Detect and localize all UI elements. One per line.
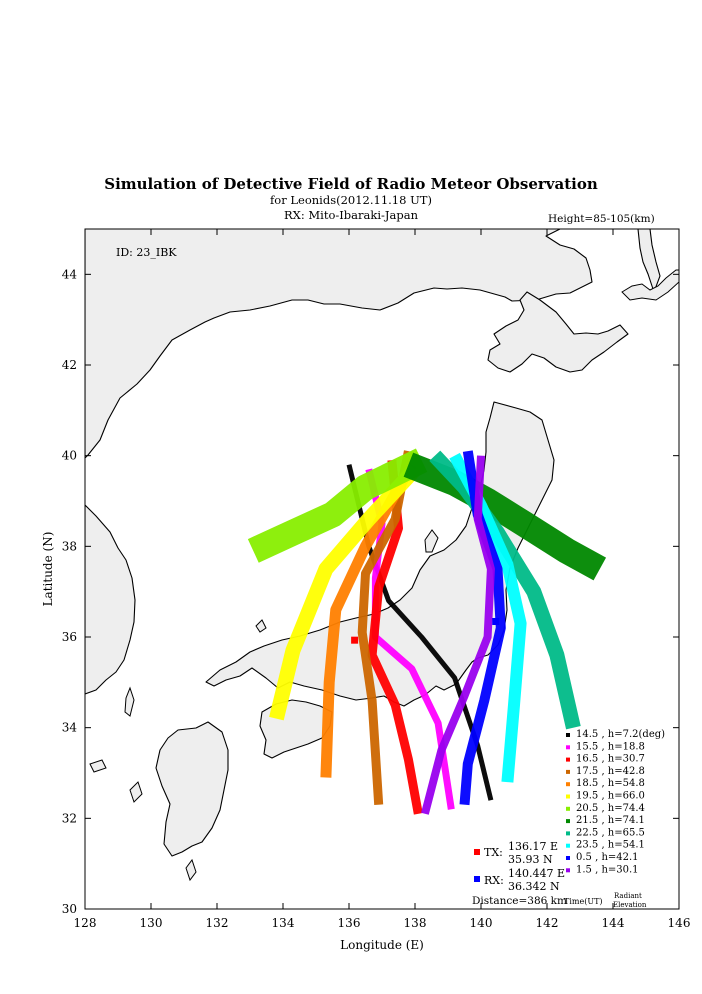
- y-tick-label: 38: [62, 539, 77, 553]
- legend-swatch-10: [566, 843, 570, 848]
- legend-entry-2: 15.5 , h=18.8: [576, 741, 645, 752]
- x-axis-label: Longitude (E): [340, 938, 424, 952]
- legend-footer-radiant: Radiant: [614, 892, 642, 900]
- meteor-tracks: [247, 448, 607, 815]
- tx-label: TX:: [484, 846, 503, 859]
- legend-entry-10: 23.5 , h=54.1: [576, 840, 645, 851]
- track-series-11: [459, 450, 506, 806]
- y-tick-label: 30: [62, 902, 77, 916]
- rx-longitude: 140.447 E: [508, 867, 565, 880]
- land-kuril: [621, 269, 679, 301]
- track-series-4: [357, 450, 413, 805]
- land-honshu: [205, 401, 555, 707]
- land-tsushima: [124, 686, 135, 717]
- distance-label: Distance=386 km: [472, 895, 567, 907]
- legend-entry-1: 14.5 , h=7.2(deg): [576, 729, 665, 740]
- y-tick-label: 36: [62, 630, 77, 644]
- track-series-2: [365, 468, 455, 810]
- land-korea: [85, 504, 136, 695]
- track-series-5: [320, 461, 417, 778]
- legend-entry-7: 20.5 , h=74.4: [576, 803, 645, 814]
- x-tick-label: 136: [338, 916, 361, 930]
- land-tanegashima: [185, 858, 197, 882]
- legend-swatch-5: [566, 782, 570, 787]
- land-sakhalin: [637, 229, 661, 294]
- tx-longitude: 136.17 E: [508, 840, 558, 853]
- x-tick-label: 146: [668, 916, 691, 930]
- rx-station-marker: [492, 617, 500, 625]
- plot-frame: [84, 228, 680, 910]
- y-tick-label: 32: [62, 811, 77, 825]
- legend-swatch-7: [566, 806, 570, 811]
- axes: 128 130 132 134 136 138 140 142 144 146 30 32 34 36 38…: [62, 229, 691, 930]
- y-axis-label: Latitude (N): [41, 532, 55, 607]
- legend-entry-6: 19.5 , h=66.0: [576, 791, 645, 802]
- legend-swatch-4: [566, 769, 570, 774]
- chart-subtitle-event: for Leonids(2012.11.18 UT): [270, 193, 432, 207]
- track-series-3: [367, 459, 423, 815]
- legend-footer-time: Time(UT): [564, 897, 603, 906]
- y-tick-label: 44: [62, 267, 78, 281]
- legend-swatch-2: [566, 745, 570, 750]
- legend-swatch-9: [566, 831, 570, 836]
- land-sado: [424, 529, 439, 553]
- legend-entry-8: 21.5 , h=74.1: [576, 815, 645, 826]
- rx-latitude: 36.342 N: [508, 880, 560, 893]
- land-oki: [255, 619, 267, 633]
- track-series-9: [429, 450, 581, 730]
- land-shikoku: [259, 699, 333, 759]
- legend-entry-9: 22.5 , h=65.5: [576, 827, 645, 838]
- x-tick-label: 134: [272, 916, 295, 930]
- land-goto: [129, 781, 143, 803]
- track-series-7: [247, 448, 428, 563]
- legend-entry-3: 16.5 , h=30.7: [576, 754, 645, 765]
- legend-swatch-11: [566, 856, 570, 860]
- track-series-6: [269, 464, 421, 721]
- legend-entry-12: 1.5 , h=30.1: [576, 864, 639, 875]
- legend-entry-5: 18.5 , h=54.8: [576, 778, 645, 789]
- y-tick-label: 34: [62, 721, 78, 735]
- x-tick-label: 130: [140, 916, 163, 930]
- x-tick-label: 132: [206, 916, 229, 930]
- x-tick-label: 144: [602, 916, 625, 930]
- legend-entry-11: 0.5 , h=42.1: [576, 852, 639, 863]
- track-series-8: [403, 452, 607, 581]
- x-tick-label: 142: [536, 916, 559, 930]
- legend-swatch-12: [566, 868, 570, 873]
- land-mainland: [85, 229, 593, 459]
- legend-swatch-1: [566, 733, 570, 737]
- legend-swatch-8: [566, 819, 570, 824]
- y-tick-label: 40: [62, 449, 77, 463]
- base-map: [85, 229, 679, 882]
- rx-legend-marker: [474, 876, 480, 882]
- land-kyushu: [155, 721, 229, 857]
- land-hokkaido: [487, 291, 629, 373]
- legend-footer-elevation: Elevation: [613, 901, 647, 909]
- x-tick-label: 140: [470, 916, 493, 930]
- tx-station-marker: [351, 636, 359, 644]
- legend: 14.5 , h=7.2(deg)15.5 , h=18.8 16.5 , h=3…: [566, 729, 665, 875]
- x-tick-label: 138: [404, 916, 427, 930]
- height-range-note: Height=85-105(km): [548, 213, 655, 225]
- track-series-10: [449, 452, 527, 783]
- station-info: TX: 136.17 E 35.93 N RX: 140.447 E 36.34…: [472, 840, 647, 909]
- track-series-1: [346, 464, 494, 801]
- id-label: ID: 23_IBK: [116, 246, 177, 259]
- tx-legend-marker: [474, 849, 480, 855]
- legend-swatch-6: [566, 794, 570, 799]
- legend-entry-4: 17.5 , h=42.8: [576, 766, 645, 777]
- x-tick-label: 128: [74, 916, 97, 930]
- chart-subtitle-receiver: RX: Mito-Ibaraki-Japan: [284, 208, 418, 222]
- rx-label: RX:: [484, 874, 504, 887]
- station-markers: [351, 617, 500, 644]
- chart-title: Simulation of Detective Field of Radio M…: [104, 175, 598, 193]
- track-series-12: [421, 455, 495, 815]
- tx-latitude: 35.93 N: [508, 853, 553, 866]
- legend-swatch-3: [566, 757, 570, 762]
- land-jeju: [89, 759, 107, 773]
- y-tick-label: 42: [62, 358, 77, 372]
